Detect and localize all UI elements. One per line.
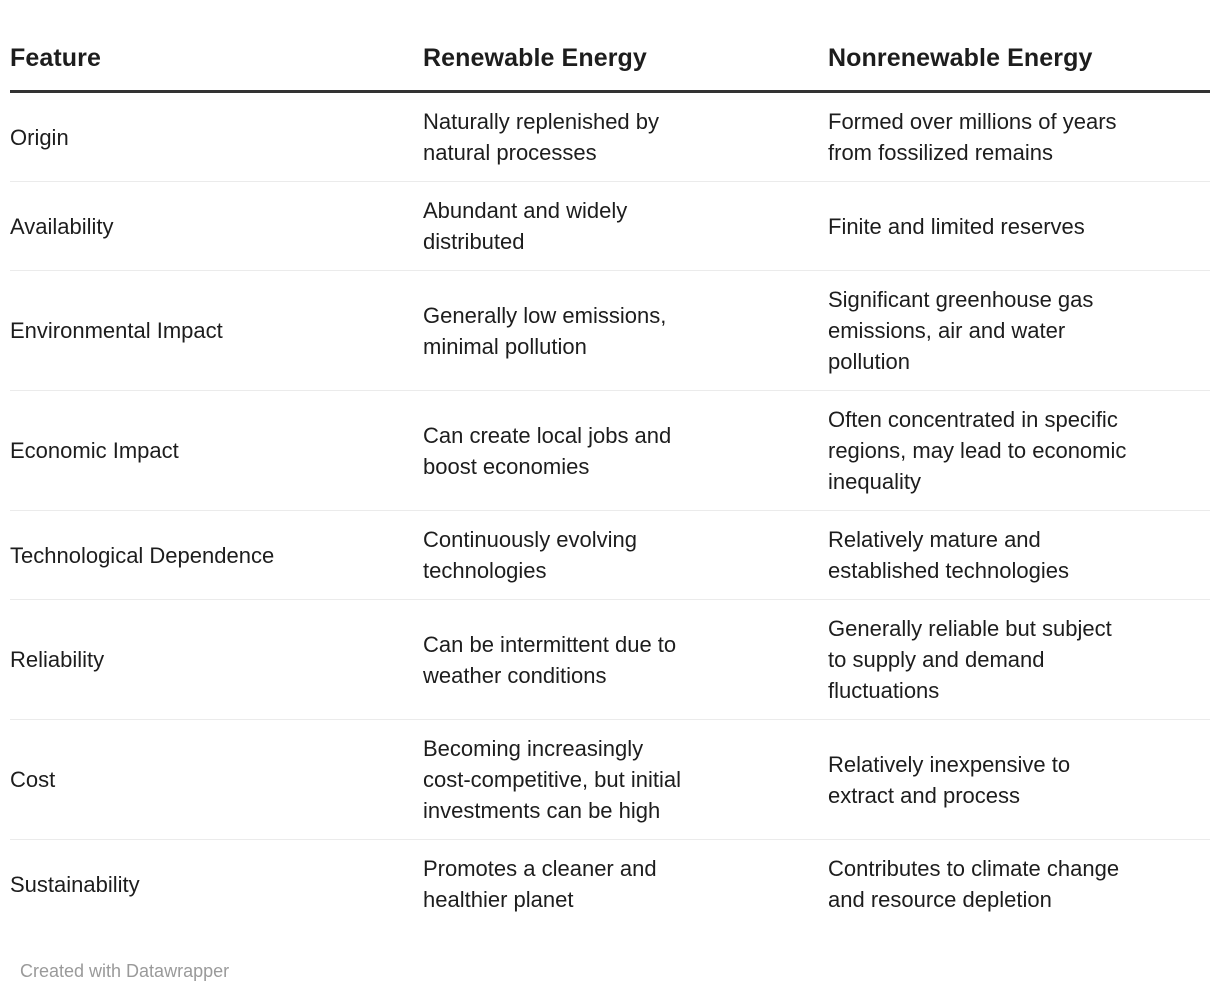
feature-cell: Sustainability: [10, 839, 423, 928]
table-row: Availability Abundant and widely distrib…: [10, 181, 1210, 271]
feature-cell: Cost: [10, 719, 423, 840]
renewable-value-cell: Naturally replenished by natural process…: [423, 109, 660, 165]
nonrenewable-value-cell: Generally reliable but subject to supply…: [828, 599, 1210, 720]
feature-cell: Reliability: [10, 599, 423, 720]
column-header-nonrenewable-energy: Nonrenewable Energy: [828, 0, 1210, 93]
table-row: Technological Dependence Continuously ev…: [10, 510, 1210, 600]
column-header-renewable-energy: Renewable Energy: [423, 0, 828, 93]
feature-cell: Environmental Impact: [10, 270, 423, 391]
feature-cell: Availability: [10, 181, 423, 271]
table-row: Economic Impact Can create local jobs an…: [10, 390, 1210, 511]
nonrenewable-value-cell: Finite and limited reserves: [828, 181, 1210, 271]
header-row: Feature Renewable Energy Nonrenewable En…: [10, 0, 1210, 93]
renewable-value-cell: Can be intermittent due to weather condi…: [423, 599, 828, 720]
datawrapper-credit-link[interactable]: Created with Datawrapper: [20, 961, 230, 981]
renewable-value-cell: Becoming increasingly cost-competitive, …: [423, 719, 828, 840]
renewable-value-cell: Generally low emissions, minimal polluti…: [423, 270, 828, 391]
renewable-value-cell: Continuously evolving technologies: [423, 510, 828, 600]
table-body: Origin Naturally replenished by natural …: [10, 92, 1210, 928]
nonrenewable-value-cell: Formed over millions of years from fossi…: [828, 109, 1117, 165]
renewable-value-cell: Promotes a cleaner and healthier planet: [423, 839, 828, 928]
nonrenewable-value-cell: Significant greenhouse gas emissions, ai…: [828, 270, 1210, 391]
column-header-feature: Feature: [10, 0, 423, 93]
renewable-value-cell: Abundant and widely distributed: [423, 181, 828, 271]
nonrenewable-value-cell: Relatively inexpensive to extract and pr…: [828, 719, 1210, 840]
nonrenewable-value-cell: Often concentrated in specific regions, …: [828, 390, 1210, 511]
nonrenewable-value-cell: Contributes to climate change and resour…: [828, 839, 1210, 928]
table-header: Feature Renewable Energy Nonrenewable En…: [10, 0, 1210, 93]
table-row: Origin Naturally replenished by natural …: [10, 92, 1210, 182]
renewable-value-cell: Can create local jobs and boost economie…: [423, 390, 828, 511]
nonrenewable-value-cell: Relatively mature and established techno…: [828, 510, 1210, 600]
feature-cell: Economic Impact: [10, 390, 423, 511]
table-row: Environmental Impact Generally low emiss…: [10, 270, 1210, 391]
table-row: Sustainability Promotes a cleaner and he…: [10, 839, 1210, 928]
feature-cell: Origin: [10, 124, 69, 150]
energy-comparison-table: Feature Renewable Energy Nonrenewable En…: [10, 0, 1210, 928]
feature-cell: Technological Dependence: [10, 510, 423, 600]
table-row: Cost Becoming increasingly cost-competit…: [10, 719, 1210, 840]
table-row: Reliability Can be intermittent due to w…: [10, 599, 1210, 720]
